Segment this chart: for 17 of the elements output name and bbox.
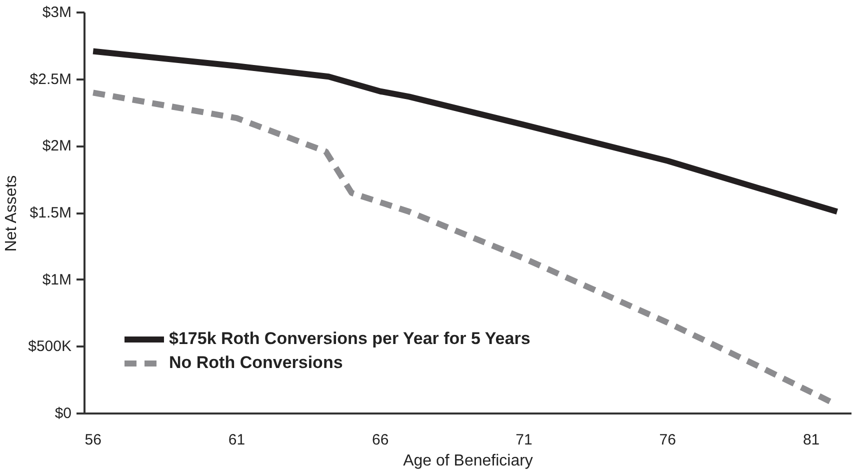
y-tick-label: $500K [28,338,72,356]
y-tick-label: $3M [42,4,72,21]
x-axis-title: Age of Beneficiary [403,452,533,470]
x-tick-label: 81 [802,432,820,448]
x-tick-label: 56 [84,432,102,448]
legend-label: $175k Roth Conversions per Year for 5 Years [169,329,530,349]
y-tick-label: $0 [54,405,72,422]
legend-label: No Roth Conversions [169,353,343,373]
x-tick-label: 66 [372,432,389,448]
x-tick-label: 71 [516,432,532,448]
y-tick-label: $2.5M [30,70,72,88]
x-tick-label: 61 [228,432,246,448]
y-axis-title: Net Assets [3,175,20,252]
y-tick-label: $1.5M [30,204,72,222]
y-tick-label: $2M [42,138,72,155]
y-tick-label: $1M [42,271,72,288]
x-tick-label: 76 [659,432,676,448]
